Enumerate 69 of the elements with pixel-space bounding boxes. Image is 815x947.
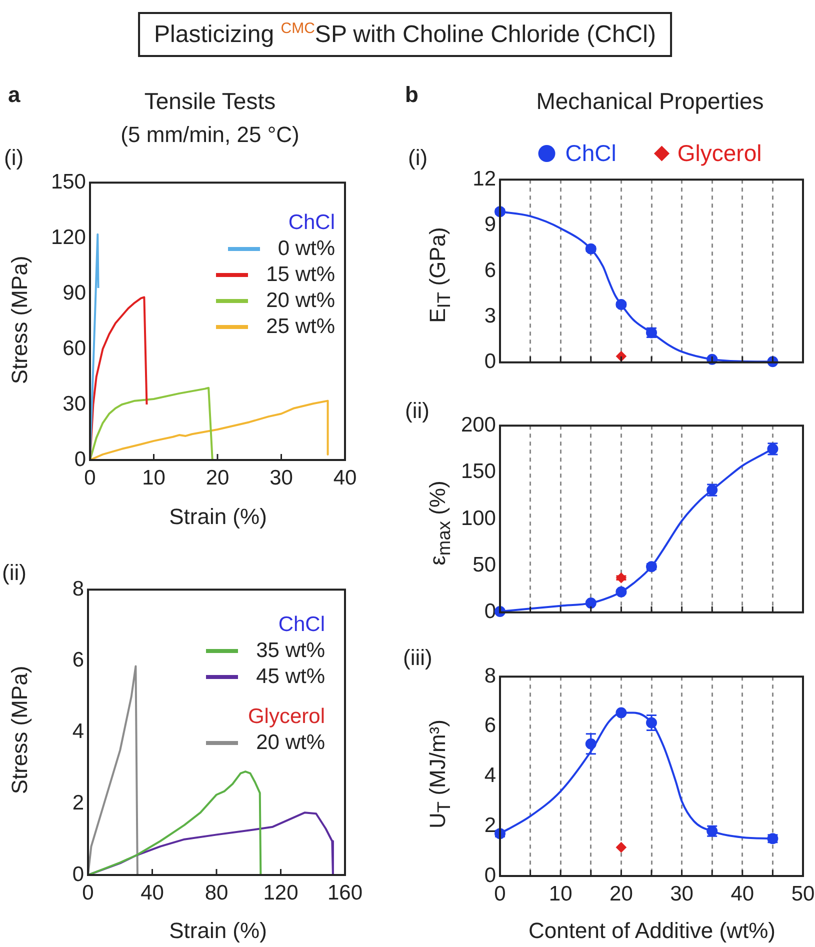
x-tick-label: 80 <box>204 881 228 904</box>
y-tick-label: 2 <box>484 814 496 837</box>
y-tick-label: 60 <box>62 336 86 360</box>
y-tick-label: 9 <box>484 213 496 236</box>
y-tick-label: 4 <box>72 720 84 744</box>
y-tick-label: 12 <box>472 167 496 190</box>
chart-title: Tensile Tests <box>144 88 276 115</box>
x-tick-label: 30 <box>270 466 293 490</box>
text: Plasticizing $^{CMC}$SP with Choline Chloride (ChCl) <box>138 12 672 57</box>
point <box>616 351 626 362</box>
legend-label: Glycerol <box>677 140 762 167</box>
x-tick-label: 40 <box>730 882 754 906</box>
x-tick-label: 20 <box>610 882 633 906</box>
text: b <box>405 82 418 108</box>
y-tick-label: 0 <box>72 862 84 886</box>
legend-label: 45 wt% <box>256 665 325 689</box>
x-tick-label: 20 <box>206 466 230 490</box>
text: (i) <box>408 145 428 171</box>
x-tick-label: 40 <box>140 881 164 904</box>
y-tick-label: 120 <box>50 226 86 249</box>
y-tick-label: 0 <box>484 600 496 624</box>
y-tick-label: 150 <box>460 460 496 484</box>
y-tick-label: 30 <box>62 392 86 416</box>
legend-label: 0 wt% <box>278 237 335 261</box>
text: (ii) <box>405 398 430 424</box>
y-tick-label: 6 <box>484 258 496 282</box>
legend-label: ChCl <box>565 140 616 167</box>
y-tick-label: 0 <box>484 864 496 887</box>
legend-label: 20 wt% <box>256 731 325 755</box>
y-tick-label: 2 <box>72 791 84 814</box>
legend-label: 20 wt% <box>266 289 335 313</box>
y-tick-label: 150 <box>50 170 86 194</box>
y-tick-label: 90 <box>62 281 86 304</box>
x-tick-label: 160 <box>327 881 363 904</box>
y-tick-label: 0 <box>74 448 86 471</box>
x-tick-label: 30 <box>670 882 694 906</box>
y-tick-label: 50 <box>472 553 496 576</box>
point <box>616 842 626 852</box>
x-tick-label: 40 <box>333 466 357 490</box>
y-tick-label: 0 <box>484 350 496 374</box>
y-tick-label: 6 <box>72 648 84 672</box>
y-axis-title: Stress (MPa) <box>7 666 33 794</box>
x-tick-label: 10 <box>548 882 572 906</box>
y-tick-label: 4 <box>484 764 496 788</box>
x-axis-title: Strain (%) <box>169 504 267 530</box>
x-tick-label: 50 <box>791 882 815 906</box>
legend-title: ChCl <box>277 612 325 638</box>
x-tick-label: 120 <box>263 881 298 904</box>
legend-label: 15 wt% <box>266 263 335 287</box>
legend-label: 35 wt% <box>256 639 325 663</box>
y-tick-label: 8 <box>72 577 84 600</box>
text: (i) <box>4 145 24 171</box>
text: (iii) <box>403 645 432 671</box>
y-tick-label: 200 <box>460 413 496 436</box>
legend-label: 25 wt% <box>266 315 335 339</box>
y-tick-label: 3 <box>484 304 496 328</box>
x-tick-label: 10 <box>142 466 166 490</box>
y-axis-title: Stress (MPa) <box>7 256 33 384</box>
y-tick-label: 8 <box>484 664 496 688</box>
text: a <box>8 82 20 108</box>
text: (ii) <box>2 560 26 586</box>
chart-title: Mechanical Properties <box>536 88 764 115</box>
legend-title: ChCl <box>287 210 335 236</box>
y-tick-label: 100 <box>460 506 496 530</box>
x-axis-title: Strain (%) <box>169 918 267 944</box>
chart-subtitle: (5 mm/min, 25 °C) <box>120 122 300 148</box>
y-tick-label: 6 <box>484 714 496 738</box>
annotation: Glycerol <box>246 704 325 730</box>
x-axis-title: Content of Additive (wt%) <box>528 918 776 944</box>
